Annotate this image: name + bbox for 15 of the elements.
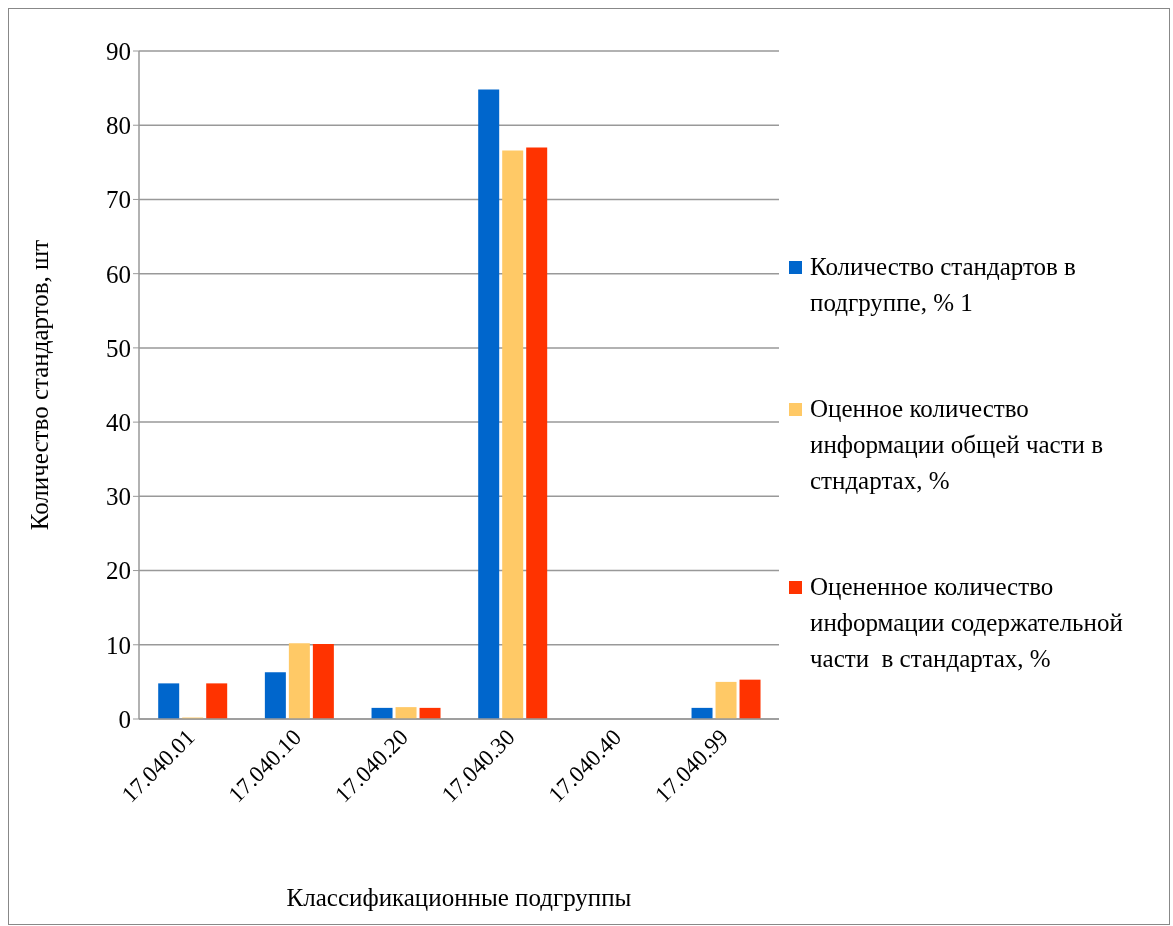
y-axis-title: Количество стандартов, шт xyxy=(25,239,53,531)
y-tick-label: 50 xyxy=(106,334,131,362)
legend-label: Оценное количество информации общей части в стндартах, % xyxy=(810,394,1105,496)
y-tick-label: 30 xyxy=(106,483,131,511)
y-tick-label: 60 xyxy=(106,260,131,288)
legend-label: Количество стандартов в подгруппе, % 1 xyxy=(810,252,1077,318)
x-axis-title: Классификационные подгруппы xyxy=(286,884,632,911)
y-tick-label: 80 xyxy=(106,112,131,140)
y-tick-label: 90 xyxy=(106,37,131,65)
y-tick-label: 40 xyxy=(106,408,131,436)
y-tick-label: 70 xyxy=(106,186,131,214)
y-tick-label: 0 xyxy=(118,705,131,733)
y-tick-label: 10 xyxy=(106,631,131,659)
y-tick-label: 20 xyxy=(106,557,131,585)
legend-label: Оцененное количество информации содержательной части в стандартах, % xyxy=(810,572,1124,674)
